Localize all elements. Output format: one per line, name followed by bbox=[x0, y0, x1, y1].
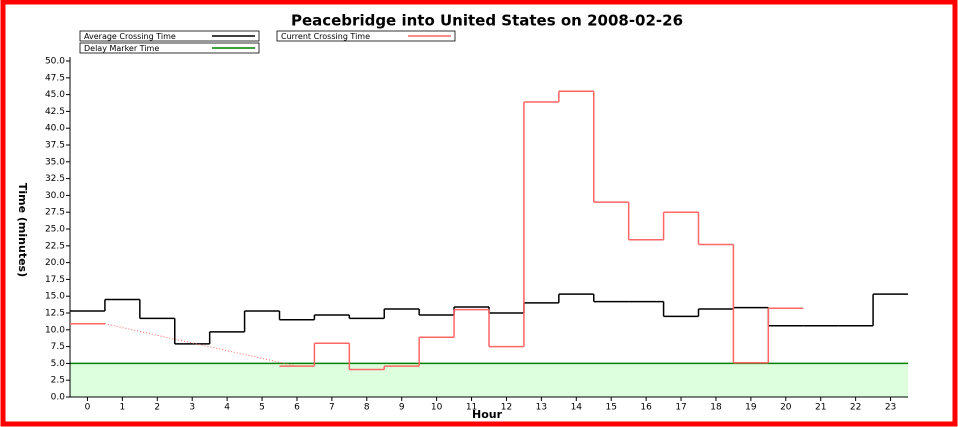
y-tick-label: 17.5 bbox=[45, 275, 65, 285]
x-tick-label: 22 bbox=[850, 403, 861, 413]
y-tick-label: 35.0 bbox=[45, 157, 65, 167]
x-tick-label: 9 bbox=[399, 403, 405, 413]
legend-box bbox=[79, 30, 260, 42]
x-tick-label: 0 bbox=[85, 403, 91, 413]
x-tick-label: 14 bbox=[571, 403, 583, 413]
y-tick-label: 42.5 bbox=[45, 107, 65, 117]
x-tick-label: 4 bbox=[224, 403, 230, 413]
legend-box bbox=[79, 42, 260, 54]
legend: Average Crossing Time Current Crossing T… bbox=[79, 30, 456, 54]
x-axis-label: Hour bbox=[472, 408, 503, 421]
x-tick-label: 1 bbox=[120, 403, 126, 413]
x-tick-label: 3 bbox=[189, 403, 195, 413]
x-tick-label: 23 bbox=[885, 403, 896, 413]
x-tick-label: 16 bbox=[640, 403, 652, 413]
y-tick-label: 50.0 bbox=[45, 57, 65, 67]
y-tick-label: 20.0 bbox=[45, 258, 65, 268]
legend-label: Average Crossing Time bbox=[84, 32, 176, 41]
x-tick-label: 12 bbox=[501, 403, 512, 413]
y-tick-label: 0.0 bbox=[51, 393, 66, 403]
x-tick-label: 5 bbox=[259, 403, 265, 413]
x-tick-label: 15 bbox=[605, 403, 616, 413]
y-tick-label: 10.0 bbox=[45, 325, 65, 335]
x-tick-label: 6 bbox=[294, 403, 300, 413]
y-tick-label: 30.0 bbox=[45, 191, 65, 201]
x-tick-label: 21 bbox=[815, 403, 826, 413]
legend-label: Current Crossing Time bbox=[281, 32, 370, 41]
y-tick-label: 25.0 bbox=[45, 225, 65, 235]
chart-title: Peacebridge into United States on 2008-0… bbox=[291, 12, 683, 30]
x-tick-label: 13 bbox=[536, 403, 547, 413]
y-tick-label: 40.0 bbox=[45, 124, 65, 134]
threshold-area bbox=[70, 363, 908, 397]
x-tick-label: 10 bbox=[431, 403, 443, 413]
y-tick-label: 47.5 bbox=[45, 73, 65, 83]
y-tick-label: 2.5 bbox=[51, 376, 65, 386]
x-tick-label: 19 bbox=[745, 403, 757, 413]
legend-box bbox=[276, 30, 456, 42]
y-tick-label: 32.5 bbox=[45, 174, 65, 184]
y-tick-label: 5.0 bbox=[51, 359, 66, 369]
y-tick-label: 27.5 bbox=[45, 208, 65, 218]
x-tick-label: 2 bbox=[154, 403, 160, 413]
x-tick-label: 7 bbox=[329, 403, 335, 413]
gap-connector bbox=[104, 323, 298, 367]
y-tick-label: 7.5 bbox=[51, 342, 65, 352]
legend-label: Delay Marker Time bbox=[84, 44, 159, 53]
x-tick-label: 8 bbox=[364, 403, 370, 413]
x-tick-label: 18 bbox=[710, 403, 722, 413]
y-tick-label: 15.0 bbox=[45, 292, 65, 302]
x-tick-label: 20 bbox=[780, 403, 792, 413]
y-axis-label: Time (minutes) bbox=[16, 183, 29, 277]
x-tick-label: 11 bbox=[466, 403, 477, 413]
y-tick-label: 22.5 bbox=[45, 241, 65, 251]
y-tick-label: 12.5 bbox=[45, 309, 65, 319]
y-tick-label: 45.0 bbox=[45, 90, 65, 100]
y-tick-label: 37.5 bbox=[45, 141, 65, 151]
x-tick-label: 17 bbox=[675, 403, 686, 413]
